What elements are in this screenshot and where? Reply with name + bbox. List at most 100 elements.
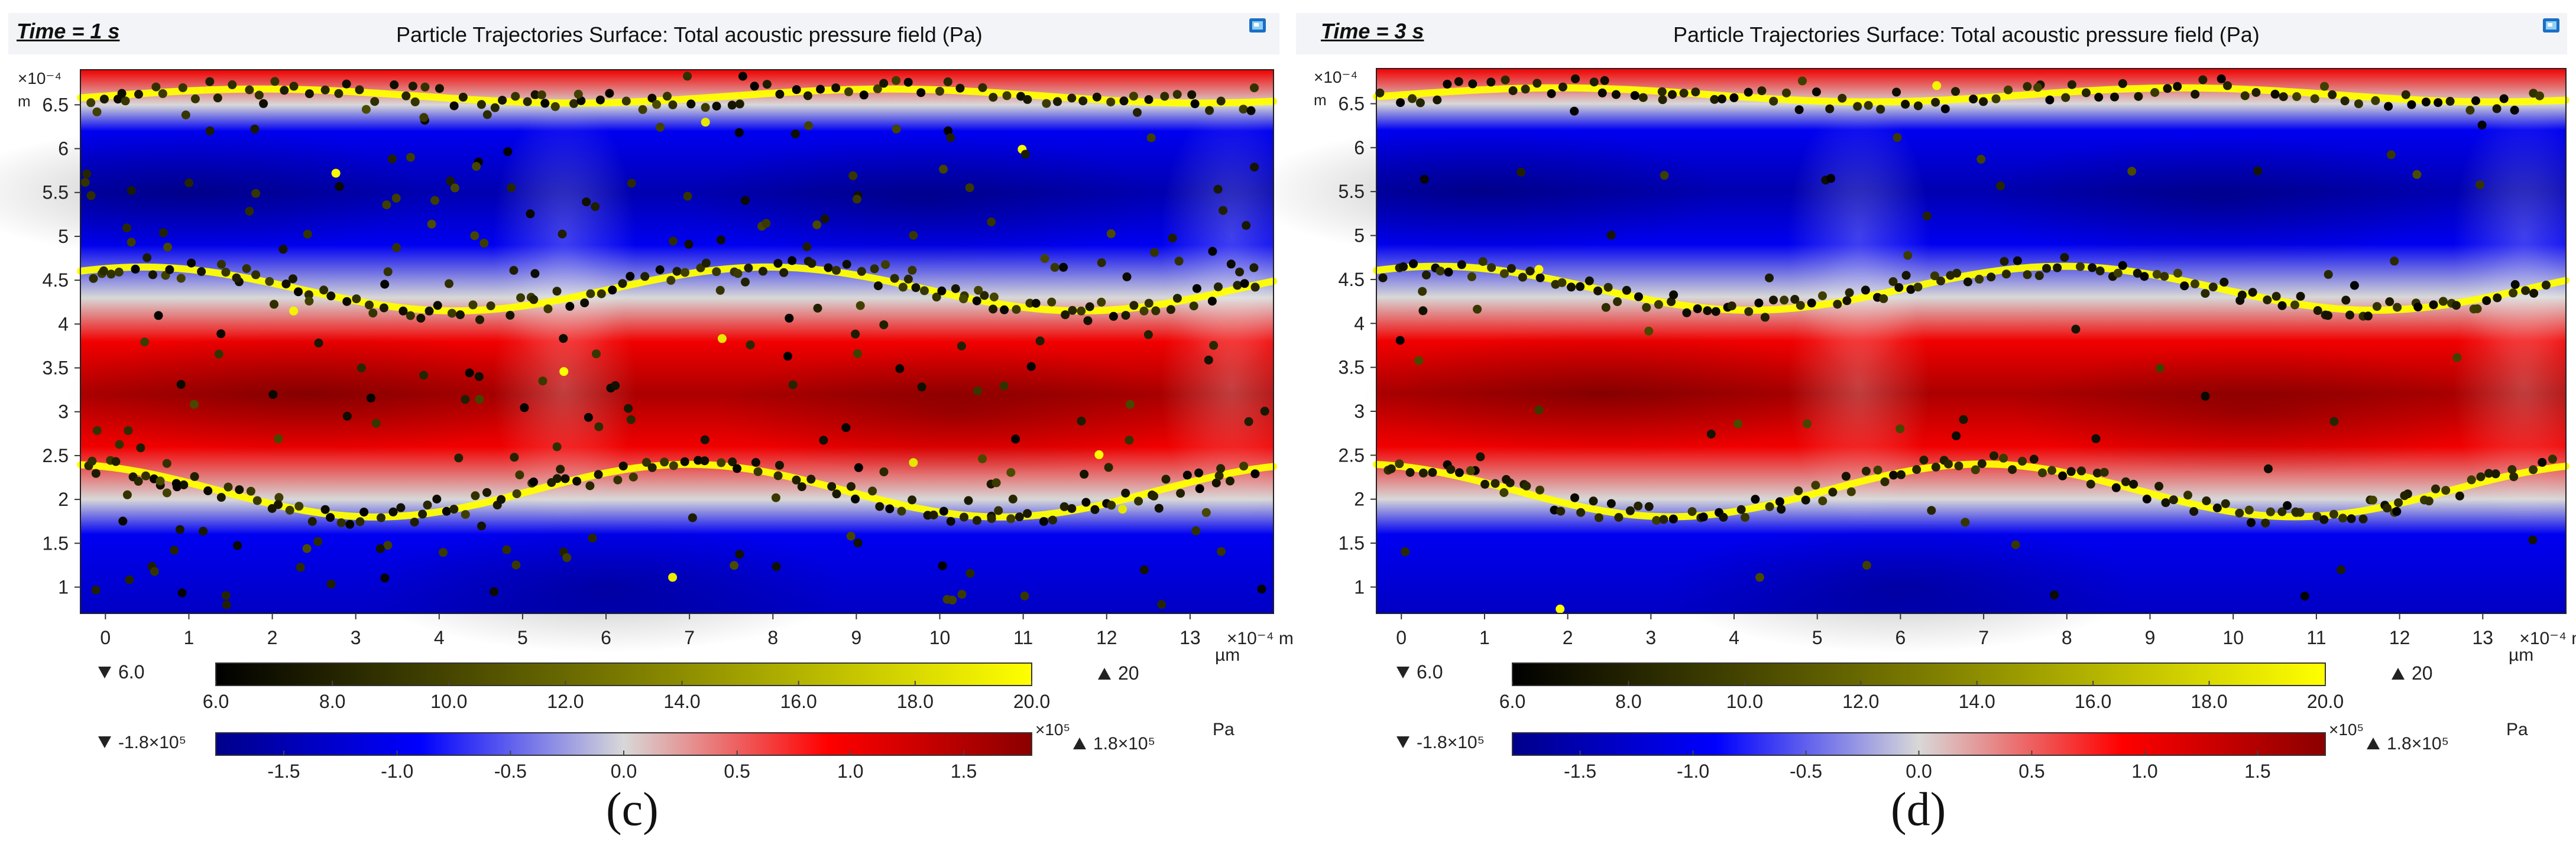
particle xyxy=(1679,89,1689,98)
particle xyxy=(355,85,364,95)
particle xyxy=(91,585,101,595)
particle xyxy=(592,349,601,359)
particle xyxy=(418,509,427,519)
particle xyxy=(449,505,459,514)
particle xyxy=(163,242,173,252)
particle xyxy=(668,100,678,109)
particle xyxy=(1487,263,1496,272)
panel-label: (c) xyxy=(606,784,659,836)
particle xyxy=(816,85,825,94)
particle xyxy=(1733,419,1742,428)
particle xyxy=(543,304,553,314)
particle xyxy=(1613,297,1622,306)
particle xyxy=(2127,167,2137,176)
particle xyxy=(446,176,455,186)
particle xyxy=(313,537,323,546)
particle xyxy=(1765,273,1774,282)
particle xyxy=(1897,470,1906,479)
particle xyxy=(121,96,130,106)
particle xyxy=(1467,272,1476,281)
particle xyxy=(2292,92,2302,101)
particle xyxy=(1999,453,2008,463)
particle xyxy=(1812,87,1821,96)
x-tick-label: 2 xyxy=(1563,627,1573,648)
particle xyxy=(594,470,603,479)
particle xyxy=(2212,504,2222,512)
particle xyxy=(1687,507,1697,517)
particle xyxy=(1150,248,1159,257)
particle xyxy=(1757,86,1767,96)
particle xyxy=(1754,298,1764,308)
particle xyxy=(2337,565,2346,574)
particle xyxy=(1931,462,1940,472)
particle xyxy=(189,399,199,409)
particle xyxy=(591,202,600,212)
particle xyxy=(2198,75,2208,85)
particle xyxy=(608,285,617,295)
particle xyxy=(666,275,676,285)
particle xyxy=(1190,99,1200,109)
particle xyxy=(342,297,352,306)
particle xyxy=(1571,74,1580,83)
particle xyxy=(342,411,352,421)
particle xyxy=(2082,88,2091,98)
particle xyxy=(1589,496,1598,506)
particle xyxy=(1209,340,1219,350)
particle xyxy=(398,306,408,316)
particle xyxy=(1012,305,1021,314)
particle xyxy=(1094,450,1104,459)
particle xyxy=(320,85,330,95)
particle xyxy=(775,89,785,99)
particle xyxy=(870,264,879,274)
particle xyxy=(511,92,520,101)
particle xyxy=(741,196,750,205)
particle xyxy=(1736,505,1746,514)
particle xyxy=(1558,82,1567,92)
pressure-tick-label: 0.0 xyxy=(1906,761,1932,782)
particle xyxy=(515,470,524,480)
particle xyxy=(1959,415,1968,424)
particle xyxy=(668,573,678,582)
particle xyxy=(294,502,304,511)
particle xyxy=(1023,95,1032,104)
speed-max-label: 20 xyxy=(2412,662,2433,684)
plot-frame xyxy=(80,69,1274,614)
particle xyxy=(1008,495,1018,504)
particle xyxy=(1570,493,1579,502)
particle xyxy=(2261,518,2270,528)
comsol-logo-icon[interactable] xyxy=(1249,18,1266,33)
particle xyxy=(628,472,638,482)
particle xyxy=(1547,89,1556,98)
particle xyxy=(2011,540,2020,550)
particle xyxy=(170,545,179,555)
particle xyxy=(1418,468,1428,478)
particle xyxy=(2208,282,2218,292)
particle xyxy=(1189,301,1198,311)
particle xyxy=(1405,468,1415,477)
particle xyxy=(1454,468,1464,478)
comsol-logo-icon[interactable] xyxy=(2542,18,2560,33)
particle xyxy=(917,382,926,392)
particle xyxy=(1192,284,1201,293)
particle xyxy=(127,186,136,195)
particle xyxy=(216,329,226,339)
particle xyxy=(1244,417,1253,426)
particle xyxy=(134,90,143,99)
particle xyxy=(1214,471,1224,480)
particle xyxy=(1428,467,1437,477)
particle xyxy=(668,236,678,246)
particle xyxy=(1996,181,2005,190)
particle xyxy=(2413,303,2423,311)
y-axis-exponent: ×10⁻⁴ xyxy=(18,69,61,87)
particle xyxy=(1414,356,1424,365)
particle xyxy=(1023,509,1032,518)
particle xyxy=(259,99,268,108)
particle xyxy=(217,259,226,269)
particle xyxy=(2155,363,2165,373)
speed-colorbar xyxy=(215,662,1032,686)
particle xyxy=(377,513,385,522)
particle xyxy=(552,287,562,296)
particle xyxy=(1634,292,1643,301)
particle xyxy=(503,147,513,157)
particle xyxy=(611,381,620,390)
